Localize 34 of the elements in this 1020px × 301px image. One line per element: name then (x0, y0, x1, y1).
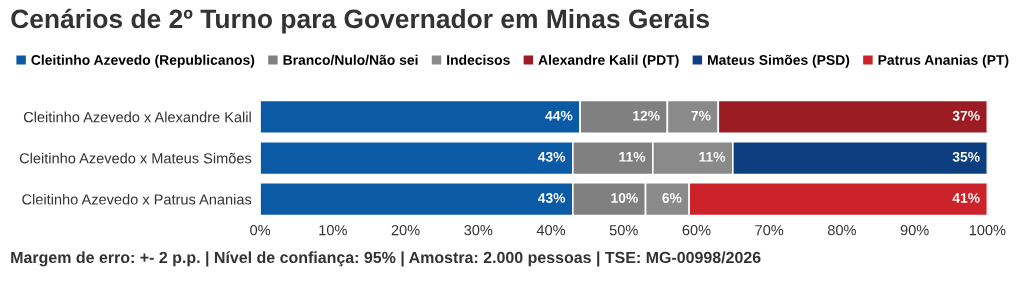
x-tick-label: 20% (391, 224, 420, 236)
legend-label: Mateus Simões (PSD) (708, 54, 850, 68)
x-tick-label: 80% (827, 224, 856, 236)
y-tick-label: Cleitinho Azevedo x Mateus Simões (19, 152, 252, 164)
data-label: 10% (611, 193, 638, 203)
x-tick-label: 90% (900, 224, 929, 236)
y-tick-label: Cleitinho Azevedo x Alexandre Kalil (23, 111, 251, 123)
x-tick-label: 10% (319, 224, 347, 236)
data-label: 43% (537, 151, 566, 162)
legend-label: Alexandre Kalil (PDT) (538, 54, 679, 68)
chart-title: Cenários de 2º Turno para Governador em Minas Gerais (11, 8, 709, 34)
y-tick-label: Cleitinho Azevedo x Patrus Ananias (22, 193, 252, 205)
legend-label: Branco/Nulo/Não sei (283, 54, 418, 66)
legend-label: Indecisos (447, 54, 510, 65)
data-label: 44% (545, 110, 573, 121)
data-label: 41% (952, 193, 980, 203)
data-label: 12% (633, 110, 660, 121)
x-tick-label: 0% (250, 224, 271, 236)
text: Margem de erro: +- 2 p.p. | Nível de confiança: 95% | Amostra: 2.000 pessoas | TSE: MG-00998/2026 (11, 251, 761, 267)
x-tick-label: 50% (609, 224, 638, 236)
data-label: 35% (952, 151, 980, 162)
x-tick-label: 100% (969, 224, 1006, 236)
data-label: 37% (952, 110, 980, 121)
data-label: 6% (662, 193, 682, 203)
data-label: 43% (537, 193, 566, 203)
data-label: 7% (691, 110, 711, 121)
data-label: 11% (619, 151, 646, 162)
x-tick-label: 60% (682, 224, 711, 236)
data-label: 11% (699, 151, 726, 162)
legend-label: Cleitinho Azevedo (Republicanos) (31, 54, 255, 68)
x-tick-label: 70% (755, 224, 784, 236)
legend-label: Patrus Ananias (PT) (878, 54, 1009, 68)
x-tick-label: 40% (536, 224, 566, 236)
x-tick-label: 30% (464, 224, 493, 236)
